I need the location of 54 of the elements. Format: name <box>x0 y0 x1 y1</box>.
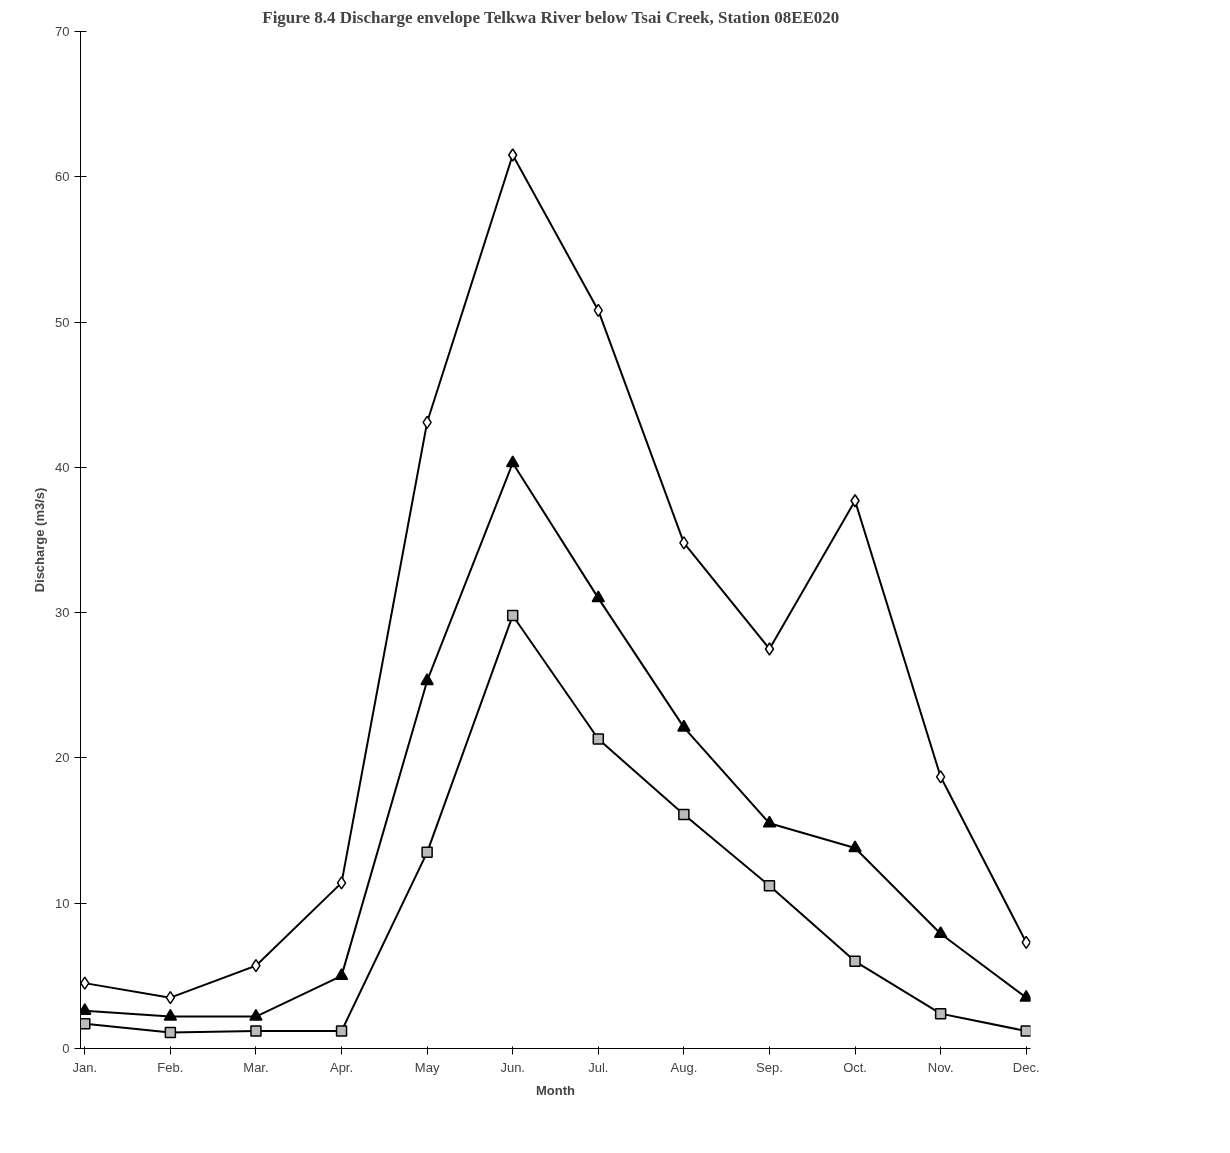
point <box>336 876 347 890</box>
y-tick-label: 30 <box>55 605 70 621</box>
y-tick-label: 20 <box>55 750 70 766</box>
x-tick-label: Feb. <box>157 1059 184 1075</box>
point <box>335 1025 348 1037</box>
point <box>250 1025 262 1037</box>
point <box>935 770 946 784</box>
point <box>165 990 176 1005</box>
y-tick-label: 0 <box>62 1041 70 1056</box>
point <box>421 846 433 859</box>
y-tick-label: 10 <box>55 895 70 911</box>
point <box>334 968 349 981</box>
point <box>80 976 90 990</box>
y-tick-label: 60 <box>55 169 70 185</box>
point <box>762 815 777 828</box>
x-tick-label: Aug. <box>670 1059 698 1075</box>
x-tick-label: Dec. <box>1012 1059 1040 1075</box>
y-tick-label: 40 <box>55 459 70 475</box>
point <box>764 642 775 656</box>
point <box>505 455 520 468</box>
point <box>679 536 689 550</box>
point <box>677 719 691 732</box>
point <box>506 609 519 622</box>
point <box>849 955 861 968</box>
point <box>249 1008 263 1021</box>
point <box>163 1008 178 1021</box>
x-axis-title: Month <box>536 1082 576 1098</box>
point <box>80 1018 91 1030</box>
point <box>1020 1025 1031 1037</box>
point <box>507 148 518 162</box>
y-axis-title: Discharge (m3/s) <box>32 487 48 593</box>
chart-title: Figure 8.4 Discharge envelope Telkwa River below Tsai Creek, Station 08EE020 <box>262 7 840 27</box>
point <box>164 1026 177 1039</box>
point <box>593 303 604 318</box>
x-tick-label: Apr. <box>329 1059 354 1075</box>
x-tick-label: Jan. <box>72 1059 98 1075</box>
point <box>763 880 776 892</box>
point <box>848 840 862 853</box>
x-tick-label: Nov. <box>927 1059 954 1075</box>
y-tick-label: 50 <box>55 314 70 330</box>
point <box>592 733 605 745</box>
point <box>933 926 948 938</box>
x-tick-label: Oct. <box>843 1059 867 1075</box>
point <box>420 673 434 686</box>
x-tick-label: Sep. <box>756 1059 783 1075</box>
x-tick-label: Mar. <box>243 1059 269 1075</box>
y-tick-label: 70 <box>55 24 70 39</box>
point <box>934 1007 947 1020</box>
x-tick-label: May <box>414 1059 440 1075</box>
point <box>850 494 860 508</box>
point <box>591 590 606 603</box>
x-tick-label: Jul. <box>588 1059 609 1075</box>
x-tick-label: Jun. <box>500 1059 525 1075</box>
point <box>678 808 690 821</box>
